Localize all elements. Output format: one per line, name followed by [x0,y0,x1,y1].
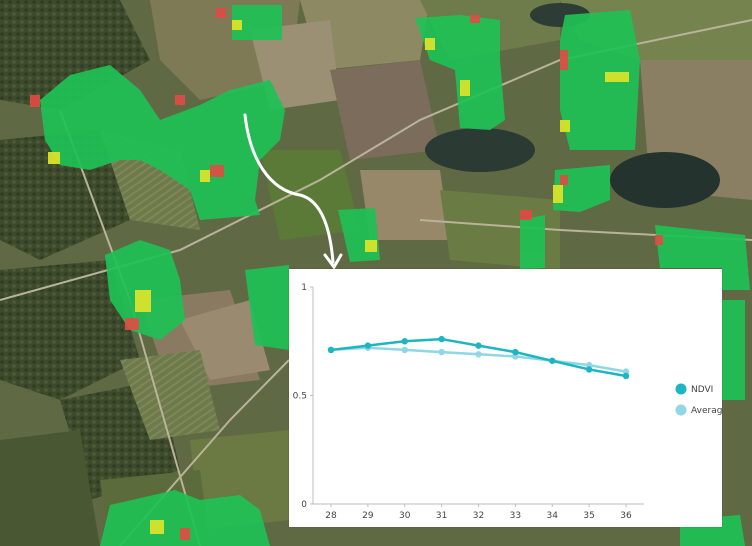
legend-label-ndvi: NDVI [691,385,713,395]
data-point-average [401,346,408,354]
legend-marker-average [675,404,687,416]
data-point-ndvi [401,338,408,345]
x-tick-label: 28 [325,511,337,521]
ndvi-chart-panel: 0 0.5 1 28 29 30 31 32 33 34 35 36 NDVI Average [289,269,722,527]
pointer-arrow [243,113,343,270]
x-tick-label: 30 [399,511,411,521]
x-tick-label: 31 [436,511,447,521]
legend-label-average: Average [691,406,722,416]
data-point-ndvi [549,357,556,364]
ndvi-line-chart: 0 0.5 1 28 29 30 31 32 33 34 35 36 NDVI Average [293,283,722,521]
data-point-ndvi [364,342,372,349]
ndvi-overlay [30,5,750,546]
data-point-ndvi [512,348,519,356]
x-tick-label: 34 [547,511,559,521]
x-tick-label: 35 [583,511,594,521]
data-point-ndvi [327,346,335,354]
x-tick-label: 29 [362,511,374,521]
legend-marker-ndvi [675,383,687,395]
x-tick-label: 36 [620,511,632,521]
data-point-ndvi [622,372,630,380]
y-tick-label: 0.5 [293,392,307,402]
data-point-average [475,351,482,358]
data-point-ndvi [585,366,593,373]
water-bodies [425,3,720,208]
data-point-average [438,348,445,356]
x-tick-label: 32 [473,511,484,521]
data-point-ndvi [438,335,445,343]
x-tick-label: 33 [510,511,521,521]
y-tick-label: 1 [301,283,307,293]
y-tick-label: 0 [301,500,307,510]
data-point-ndvi [475,342,482,349]
